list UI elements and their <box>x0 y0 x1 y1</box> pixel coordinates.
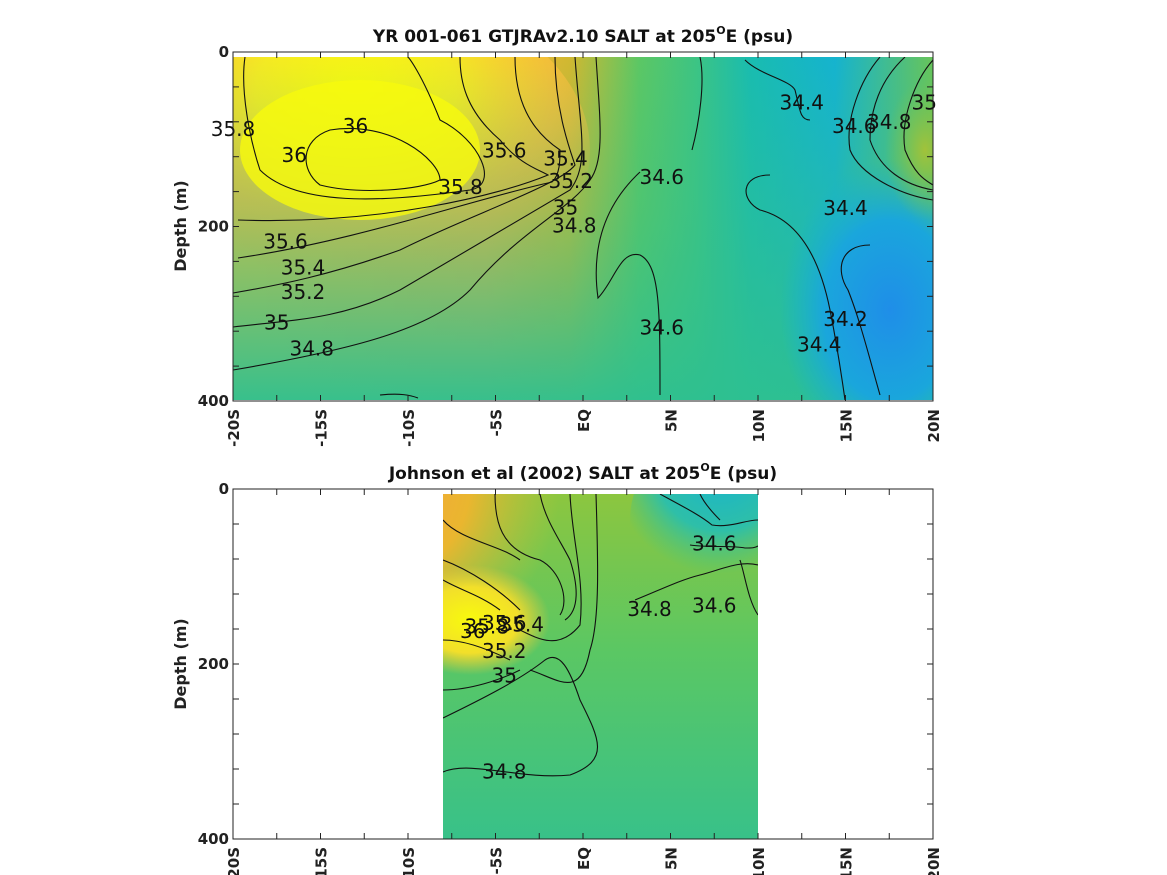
y-tick-label: 0 <box>219 480 229 498</box>
contour-label: 34.6 <box>692 531 737 555</box>
panel-johnson: Johnson et al (2002) SALT at 205OE (psu) <box>171 461 943 875</box>
contour-label: 34.4 <box>779 91 824 115</box>
contour-label: 35.4 <box>499 613 544 637</box>
x-tick-label: 5N <box>663 847 681 870</box>
y-axis-label-johnson: Depth (m) <box>171 618 190 710</box>
contour-label: 34.8 <box>552 214 597 238</box>
contour-label: 36 <box>343 114 368 138</box>
contour-label: 35 <box>553 195 578 219</box>
x-tick-label: 10N <box>750 847 768 875</box>
title-suffix: E (psu) <box>726 27 793 47</box>
y-axis-gtjra: 0 200 400 <box>198 43 933 410</box>
x-tick-label: -5S <box>488 409 506 436</box>
contour-label: 35.6 <box>482 611 527 635</box>
contour-label: 34.8 <box>627 597 672 621</box>
x-tick-label: EQ <box>575 847 593 870</box>
title-suffix: E (psu) <box>710 464 777 484</box>
contour-label: 34.8 <box>482 760 527 784</box>
contour-label: 34.8 <box>289 337 334 361</box>
y-tick-label: 0 <box>219 43 229 61</box>
contour-label: 35.2 <box>281 280 326 304</box>
y-tick-label: 200 <box>198 218 229 236</box>
x-tick-label: 5N <box>663 409 681 432</box>
x-axis-gtjra: -20S -15S -10S -5S EQ 5N 10N 15N 20N <box>225 52 943 447</box>
x-tick-label: 15N <box>838 409 856 442</box>
contour-label: 34.4 <box>823 196 868 220</box>
x-tick-label: -20S <box>225 847 243 875</box>
title-sup: O <box>700 461 709 474</box>
panel-gtjra: YR 001-061 GTJRAv2.10 SALT at 205OE (psu… <box>171 24 943 447</box>
salinity-field-johnson <box>443 494 758 839</box>
contour-labels-gtjra: 363635.835.835.635.635.435.435.235.23535… <box>211 91 937 361</box>
x-tick-label: 10N <box>750 409 768 442</box>
title-sup: O <box>716 24 725 37</box>
contour-label: 35.8 <box>438 175 483 199</box>
title-main: Johnson et al (2002) SALT at 205 <box>388 464 701 484</box>
x-tick-label: -20S <box>225 409 243 447</box>
contour-label: 34.6 <box>639 165 684 189</box>
contour-label: 35 <box>492 663 517 687</box>
contour-label: 34.6 <box>832 114 877 138</box>
contour-label: 35.4 <box>281 256 326 280</box>
x-axis-johnson: -20S -15S -10S -5S EQ 5N 10N 15N 20N <box>225 489 943 875</box>
contour-label: 35.8 <box>464 614 509 638</box>
contour-label: 35.4 <box>543 146 588 170</box>
contour-label: 34.8 <box>867 110 912 134</box>
contour-label: 35.2 <box>548 169 593 193</box>
x-tick-label: -15S <box>313 847 331 875</box>
contour-label: 34.2 <box>823 307 868 331</box>
contour-label: 36 <box>460 619 485 643</box>
contour-lines-gtjra <box>233 57 933 400</box>
x-tick-label: -10S <box>400 847 418 875</box>
y-axis-johnson: 0 200 400 <box>198 480 933 848</box>
title-main: YR 001-061 GTJRAv2.10 SALT at 205 <box>372 27 716 47</box>
contour-lines-johnson <box>443 494 758 777</box>
contour-label: 35.6 <box>482 139 527 163</box>
x-tick-label: -10S <box>400 409 418 447</box>
contour-label: 35.2 <box>482 639 527 663</box>
contour-label: 36 <box>282 143 307 167</box>
contour-label: 35.6 <box>263 229 308 253</box>
x-tick-label: 20N <box>925 847 943 875</box>
y-tick-label: 400 <box>198 392 229 410</box>
title-gtjra: YR 001-061 GTJRAv2.10 SALT at 205OE (psu… <box>372 24 793 47</box>
contour-label: 34.4 <box>797 332 842 356</box>
x-tick-label: 15N <box>838 847 856 875</box>
title-johnson: Johnson et al (2002) SALT at 205OE (psu) <box>388 461 777 484</box>
contour-label: 35 <box>264 310 289 334</box>
x-tick-label: EQ <box>575 409 593 432</box>
x-tick-label: -5S <box>488 847 506 874</box>
y-tick-label: 400 <box>198 830 229 848</box>
contour-label: 34.6 <box>692 593 737 617</box>
contour-label: 34.6 <box>639 316 684 340</box>
y-axis-label-gtjra: Depth (m) <box>171 180 190 272</box>
y-tick-label: 200 <box>198 655 229 673</box>
x-tick-label: 20N <box>925 409 943 442</box>
salinity-field-gtjra <box>233 57 933 400</box>
x-tick-label: -15S <box>313 409 331 447</box>
